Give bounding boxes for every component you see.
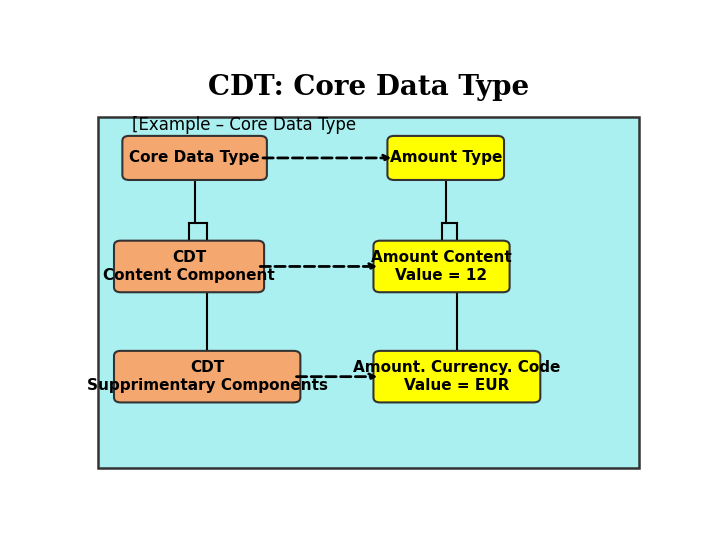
- FancyBboxPatch shape: [122, 136, 267, 180]
- Text: Amount. Currency. Code
Value = EUR: Amount. Currency. Code Value = EUR: [354, 361, 561, 393]
- FancyBboxPatch shape: [374, 351, 540, 402]
- Text: [Example – Core Data Type: [Example – Core Data Type: [132, 116, 356, 134]
- FancyBboxPatch shape: [114, 241, 264, 292]
- Text: Core Data Type: Core Data Type: [130, 151, 260, 165]
- FancyBboxPatch shape: [114, 351, 300, 402]
- Text: Amount Content
Value = 12: Amount Content Value = 12: [372, 250, 512, 282]
- FancyBboxPatch shape: [374, 241, 510, 292]
- FancyBboxPatch shape: [99, 117, 639, 468]
- Text: CDT
Supprimentary Components: CDT Supprimentary Components: [86, 361, 328, 393]
- Text: Amount Type: Amount Type: [390, 151, 502, 165]
- Text: CDT: Core Data Type: CDT: Core Data Type: [208, 74, 530, 101]
- Text: CDT
Content Component: CDT Content Component: [103, 250, 275, 282]
- FancyBboxPatch shape: [387, 136, 504, 180]
